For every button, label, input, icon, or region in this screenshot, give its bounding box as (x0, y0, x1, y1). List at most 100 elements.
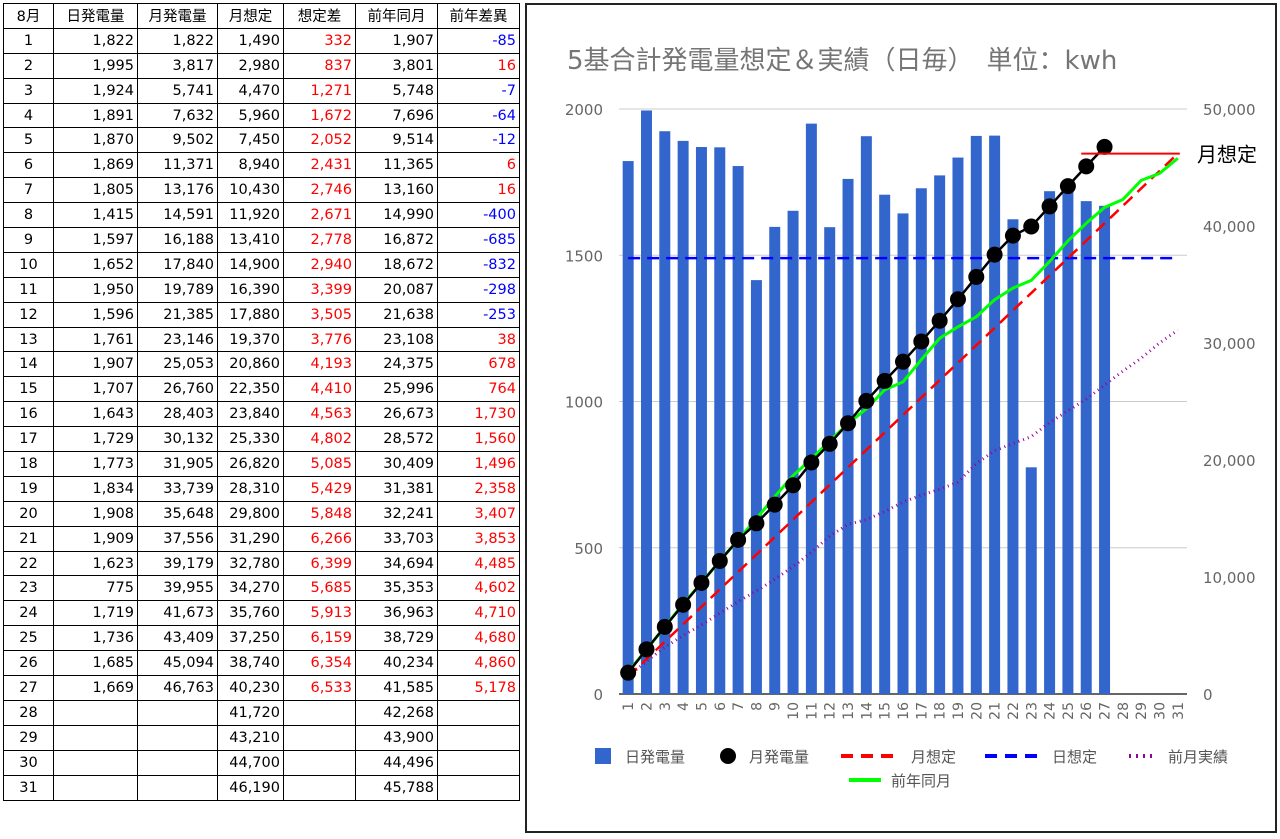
cell-daily (53, 749, 138, 776)
cell-diff: 6,159 (283, 625, 356, 652)
cell-daily (53, 724, 138, 751)
marker-monthly-generation (675, 596, 692, 613)
cell-daily: 1,669 (53, 675, 138, 701)
legend-item: 月想定 (841, 748, 956, 766)
line-monthly-assumed (627, 152, 1179, 678)
table-row: 30 44,700 44,496 (3, 749, 520, 776)
cell-day: 19 (3, 475, 54, 502)
cell-prev: 16,872 (355, 227, 438, 253)
legend-swatch (720, 748, 736, 764)
cell-prev: 24,375 (355, 351, 438, 378)
bar-daily-generation (842, 178, 854, 695)
chart-title: 5基合計発電量想定＆実績（日毎） 単位：kwh (567, 46, 1117, 76)
cell-day: 27 (3, 675, 54, 701)
cell-prevdiff: -253 (437, 301, 520, 328)
legend-item: 前年同月 (849, 772, 951, 790)
cell-prevdiff (437, 749, 520, 776)
x-tick-label: 9 (768, 702, 784, 711)
cell-day: 29 (3, 724, 54, 751)
cell-daily: 1,729 (53, 426, 138, 453)
cell-prev: 3,801 (355, 52, 438, 79)
legend-label: 月発電量 (749, 748, 809, 766)
cell-daily: 1,597 (53, 227, 138, 253)
cell-assumed: 1,490 (217, 27, 284, 54)
cell-daily (53, 774, 138, 801)
axes: 0 500 1000 1500 2000 0 10,000 20,000 30,000 40,00… (565, 101, 1256, 720)
cell-assumed: 22,350 (217, 376, 284, 403)
cell-assumed: 17,880 (217, 301, 284, 328)
cell-day: 28 (3, 699, 54, 726)
table-row: 22 1,623 39,179 32,780 6,399 34,694 4,485 (3, 550, 520, 577)
cell-diff (283, 699, 356, 726)
cell-day: 15 (3, 376, 54, 403)
marker-monthly-generation (1004, 227, 1021, 244)
x-tick-label: 6 (713, 702, 729, 711)
cell-day: 2 (3, 52, 54, 79)
cell-diff: 4,410 (283, 376, 356, 403)
left-tick-label: 500 (574, 540, 603, 558)
cell-prevdiff: -85 (437, 27, 520, 54)
cell-monthly: 13,176 (137, 177, 218, 204)
cell-assumed: 38,740 (217, 650, 284, 677)
cell-monthly: 39,179 (137, 550, 218, 577)
bar-daily-generation (1099, 205, 1111, 694)
bar-daily-generation (1025, 467, 1037, 694)
cell-day: 20 (3, 500, 54, 527)
cell-prevdiff: 4,710 (437, 600, 520, 627)
cell-assumed: 35,760 (217, 600, 284, 627)
cell-monthly: 7,632 (137, 102, 218, 129)
cell-day: 11 (3, 276, 54, 303)
legend-swatch (595, 748, 611, 764)
x-tick-label: 13 (841, 702, 857, 720)
bar-daily-generation (732, 166, 744, 695)
cell-diff: 6,266 (283, 525, 356, 552)
legend-item: 日発電量 (595, 748, 685, 766)
cell-prev: 5,748 (355, 77, 438, 104)
cell-monthly: 41,673 (137, 600, 218, 627)
cell-diff (283, 774, 356, 801)
cell-assumed: 5,960 (217, 102, 284, 129)
table-row: 15 1,707 26,760 22,350 4,410 25,996 764 (3, 376, 520, 403)
cell-prev: 45,788 (355, 774, 438, 801)
cell-monthly: 14,591 (137, 202, 218, 229)
bar-daily-generation (860, 136, 872, 694)
cell-prev: 33,703 (355, 525, 438, 552)
cell-prev: 1,907 (355, 27, 438, 54)
cell-daily: 1,950 (53, 276, 138, 303)
cell-diff: 5,685 (283, 575, 356, 602)
bar-daily-generation (934, 175, 946, 694)
cell-diff: 332 (283, 27, 356, 54)
cell-prev: 40,234 (355, 650, 438, 677)
cell-diff: 6,399 (283, 550, 356, 577)
table-row: 29 43,210 43,900 (3, 724, 520, 751)
cell-prevdiff: -64 (437, 102, 520, 129)
cell-assumed: 7,450 (217, 127, 284, 154)
cell-day: 12 (3, 301, 54, 328)
bar-daily-generation (769, 226, 781, 694)
bar-daily-generation (1044, 191, 1056, 694)
table-row: 10 1,652 17,840 14,900 2,940 18,672 -832 (3, 251, 520, 278)
cell-day: 13 (3, 326, 54, 353)
cell-daily: 1,685 (53, 650, 138, 677)
x-tick-label: 29 (1134, 702, 1150, 720)
x-tick-label: 21 (988, 702, 1004, 720)
cell-day: 30 (3, 749, 54, 776)
cell-assumed: 37,250 (217, 625, 284, 652)
marker-monthly-generation (986, 246, 1003, 263)
cell-daily: 1,596 (53, 301, 138, 328)
cell-prevdiff: -685 (437, 227, 520, 253)
cell-assumed: 23,840 (217, 401, 284, 428)
x-tick-label: 26 (1079, 702, 1095, 720)
table-row: 16 1,643 28,403 23,840 4,563 26,673 1,730 (3, 401, 520, 428)
table-row: 27 1,669 46,763 40,230 6,533 41,585 5,178 (3, 675, 520, 701)
cell-daily: 1,907 (53, 351, 138, 378)
x-tick-label: 1 (621, 702, 637, 711)
cell-prevdiff: 16 (437, 177, 520, 204)
x-tick-label: 14 (859, 702, 875, 720)
cell-daily: 775 (53, 575, 138, 602)
line-series: 月想定 (620, 138, 1257, 681)
cell-day: 24 (3, 600, 54, 627)
cell-prev: 9,514 (355, 127, 438, 154)
cell-assumed: 19,370 (217, 326, 284, 353)
